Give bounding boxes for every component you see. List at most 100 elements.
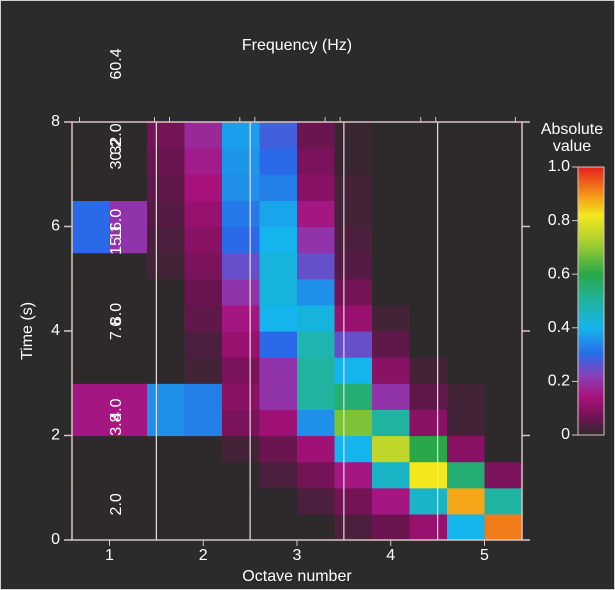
- heat-cell: [222, 252, 261, 280]
- heat-cell: [447, 304, 486, 332]
- heat-cell: [372, 513, 411, 540]
- heat-cell: [147, 461, 186, 489]
- heat-cell: [372, 252, 411, 280]
- heat-cell: [447, 148, 486, 175]
- colorbar-tick-label: 0.4: [548, 319, 570, 336]
- colorbar-tick-label: 1.0: [548, 158, 570, 175]
- heat-cell: [259, 304, 298, 332]
- heat-cell: [334, 148, 373, 175]
- heat-cell: [147, 226, 186, 254]
- heat-cell: [484, 409, 522, 437]
- heat-cell: [147, 487, 186, 515]
- heat-cell: [72, 122, 111, 149]
- x2-tick-label: 3.8: [108, 413, 125, 435]
- heat-cell: [259, 461, 298, 489]
- x2-tick-label: 15.1: [108, 224, 125, 255]
- heat-cell: [222, 487, 261, 515]
- heat-cell: [297, 200, 336, 228]
- heat-cell: [409, 200, 448, 228]
- heat-cell: [334, 278, 373, 306]
- heat-cell: [109, 383, 148, 410]
- heat-cell: [147, 304, 186, 332]
- heat-cell: [484, 331, 522, 358]
- heat-cell: [72, 513, 111, 540]
- heat-cell: [297, 357, 336, 384]
- heat-cell: [72, 331, 111, 358]
- heat-cell: [109, 226, 148, 254]
- heat-cell: [447, 487, 486, 515]
- heat-cell: [484, 122, 522, 149]
- x2-tick-label: 30.2: [108, 138, 125, 169]
- heat-cell: [147, 200, 186, 228]
- heat-cell: [409, 487, 448, 515]
- heat-cell: [334, 461, 373, 489]
- heat-cell: [409, 435, 448, 463]
- heat-cell: [184, 383, 223, 410]
- heat-cell: [259, 252, 298, 280]
- heat-cell: [409, 278, 448, 306]
- heat-cell: [409, 331, 448, 358]
- heat-cell: [372, 174, 411, 201]
- heat-cell: [147, 252, 186, 280]
- heat-cell: [334, 513, 373, 540]
- y-tick-label: 4: [51, 322, 60, 339]
- heat-cell: [222, 278, 261, 306]
- heat-cell: [184, 200, 223, 228]
- heat-cell: [447, 200, 486, 228]
- heat-cell: [484, 435, 522, 463]
- heat-cell: [184, 461, 223, 489]
- heat-cell: [109, 461, 148, 489]
- heat-cell: [259, 487, 298, 515]
- heat-cell: [184, 331, 223, 358]
- heat-cell: [222, 122, 261, 149]
- heat-cell: [147, 278, 186, 306]
- heat-cell: [297, 304, 336, 332]
- heat-cell: [447, 513, 486, 540]
- heat-cell: [334, 435, 373, 463]
- heat-cell: [334, 383, 373, 410]
- heat-cell: [259, 409, 298, 437]
- heat-cell: [484, 513, 522, 540]
- heat-cell: [484, 200, 522, 228]
- heat-cell: [372, 409, 411, 437]
- y-axis-label: Time (s): [19, 302, 36, 360]
- heat-cell: [334, 331, 373, 358]
- heat-cell: [147, 435, 186, 463]
- y-tick-label: 6: [51, 218, 60, 235]
- x-tick-label: 1: [105, 547, 114, 564]
- heat-cell: [184, 122, 223, 149]
- heat-cell: [334, 122, 373, 149]
- x2-tick-label: 8.0: [108, 303, 125, 325]
- heat-cell: [184, 174, 223, 201]
- heat-cell: [72, 487, 111, 515]
- heat-cell: [297, 461, 336, 489]
- heat-cell: [484, 383, 522, 410]
- heat-cell: [484, 487, 522, 515]
- heat-cell: [72, 409, 111, 437]
- heat-cell: [222, 383, 261, 410]
- heat-cell: [147, 331, 186, 358]
- heat-cell: [409, 252, 448, 280]
- heat-cell: [484, 461, 522, 489]
- heat-cell: [334, 409, 373, 437]
- heat-cell: [447, 278, 486, 306]
- heat-cell: [222, 226, 261, 254]
- heat-cell: [72, 278, 111, 306]
- heat-cell: [109, 148, 148, 175]
- heat-cell: [109, 357, 148, 384]
- chart-title: Frequency (Hz): [242, 37, 352, 54]
- heat-cell: [109, 435, 148, 463]
- heat-cell: [372, 487, 411, 515]
- x-tick-label: 4: [386, 547, 395, 564]
- heat-cell: [372, 148, 411, 175]
- heat-cell: [447, 357, 486, 384]
- heat-cell: [297, 513, 336, 540]
- heat-cell: [72, 252, 111, 280]
- y-tick-label: 8: [51, 113, 60, 130]
- heat-cell: [334, 487, 373, 515]
- x-axis-label: Octave number: [242, 568, 352, 585]
- heat-cell: [72, 174, 111, 201]
- heat-cell: [447, 383, 486, 410]
- heat-cell: [372, 383, 411, 410]
- heat-cell: [147, 357, 186, 384]
